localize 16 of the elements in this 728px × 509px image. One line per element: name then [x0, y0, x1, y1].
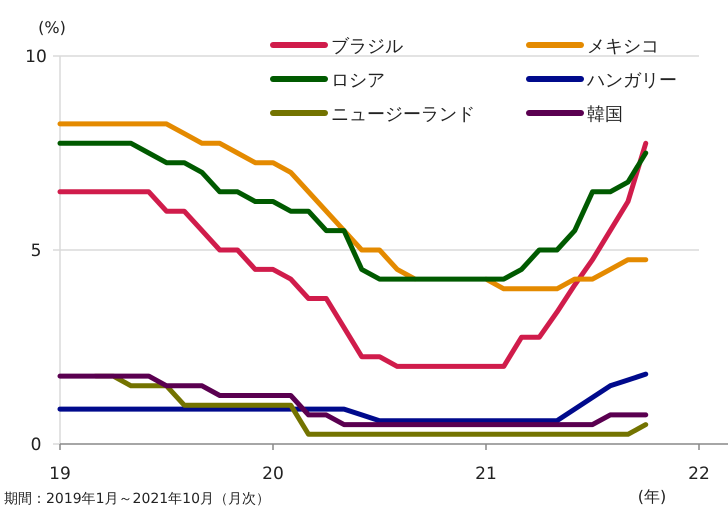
- text: 期間：2019年1月～2021年10月（月次）: [4, 491, 270, 507]
- x-axis-title: (年): [638, 487, 666, 506]
- y-tick-label: 5: [30, 241, 42, 261]
- legend-label: ニュージーランド: [331, 104, 475, 125]
- x-tick-label: 19: [49, 464, 71, 484]
- y-axis-title: (%): [38, 18, 66, 37]
- legend-label: 韓国: [587, 104, 623, 125]
- x-tick-label: 22: [688, 464, 710, 484]
- x-tick-label: 20: [262, 464, 284, 484]
- x-tick-label: 21: [475, 464, 497, 484]
- y-tick-label: 0: [30, 435, 42, 455]
- y-tick-label: 10: [25, 47, 47, 67]
- legend-label: ロシア: [331, 70, 385, 91]
- legend-label: メキシコ: [587, 36, 659, 57]
- legend-label: ブラジル: [331, 36, 403, 57]
- legend-label: ハンガリー: [586, 70, 677, 91]
